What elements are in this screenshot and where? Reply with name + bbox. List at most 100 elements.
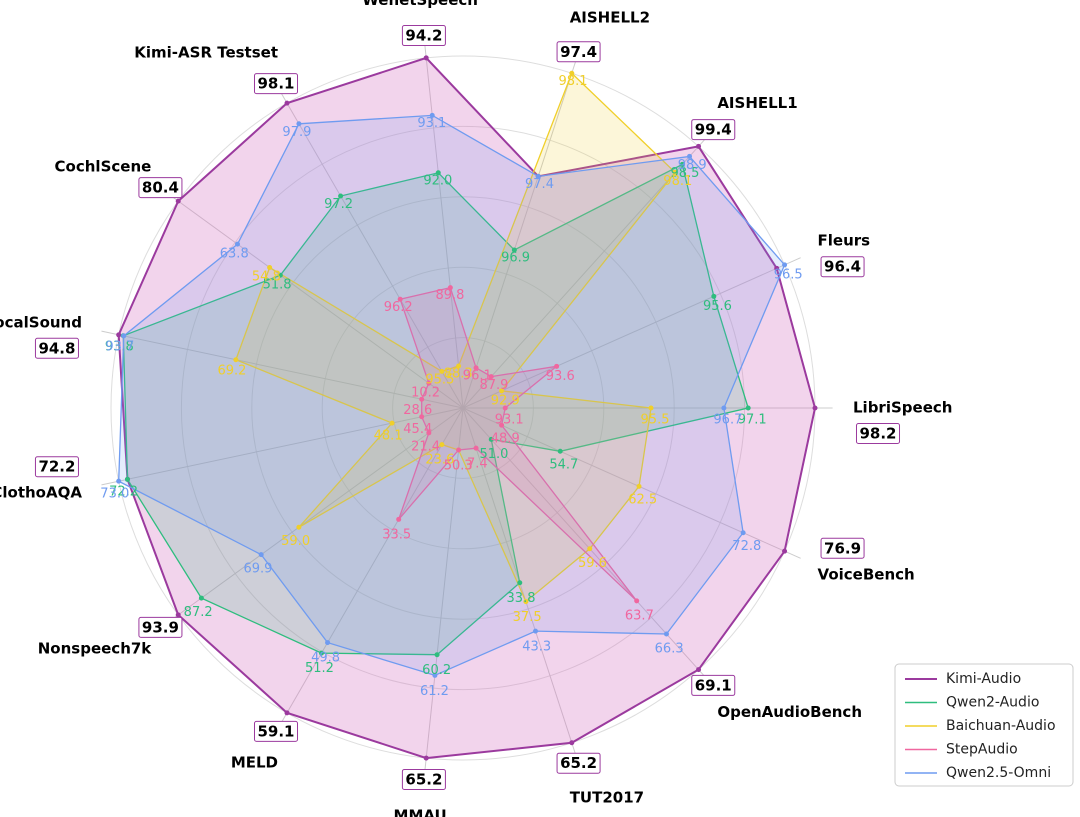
data-point <box>277 272 283 278</box>
data-point <box>435 170 441 176</box>
data-point <box>696 667 702 673</box>
spoke <box>101 407 464 486</box>
value-label: 97.1 <box>738 413 767 428</box>
data-point <box>447 285 453 291</box>
spoke <box>163 190 464 409</box>
kimi-value-label: 65.2 <box>560 754 597 772</box>
data-point <box>721 405 727 411</box>
value-label: 93.1 <box>417 116 446 131</box>
category-label: OpenAudioBench <box>717 703 862 721</box>
spoke <box>101 330 464 409</box>
label-box <box>855 423 901 444</box>
category-label: VocalSound <box>0 313 82 331</box>
data-point <box>267 264 273 270</box>
value-label: 69.9 <box>243 561 272 576</box>
legend-label: StepAudio <box>946 742 1018 758</box>
spoke <box>462 56 578 409</box>
data-point <box>296 121 302 127</box>
value-label: 54.7 <box>549 457 578 472</box>
data-point <box>473 445 479 451</box>
legend: Kimi-Audio Qwen2-Audio Baichuan-Audio StepA… <box>894 663 1074 787</box>
data-point <box>740 530 746 536</box>
value-label: 28.6 <box>403 403 432 418</box>
value-label: 59.0 <box>281 534 310 549</box>
data-point <box>569 740 575 746</box>
value-label: 87.2 <box>184 605 213 620</box>
category-label: Nonspeech7k <box>38 639 153 657</box>
value-label: 95.6 <box>703 299 732 314</box>
spoke <box>462 257 801 409</box>
data-point <box>711 293 717 299</box>
data-point <box>663 631 669 637</box>
value-label: 37.5 <box>513 610 542 625</box>
spoke <box>163 407 464 626</box>
data-point <box>488 436 494 442</box>
value-label: 66.3 <box>655 641 684 656</box>
data-point <box>419 396 425 402</box>
kimi-value-label: 65.2 <box>405 770 442 788</box>
data-point <box>533 628 539 634</box>
data-point <box>434 652 440 658</box>
data-point <box>745 405 751 411</box>
kimi-value-label: 97.4 <box>560 43 597 61</box>
value-label: 73.0 <box>100 487 129 502</box>
value-label: 23.6 <box>425 453 454 468</box>
kimi-value-label: 59.1 <box>257 722 294 740</box>
data-point <box>782 262 788 268</box>
data-point <box>429 112 435 118</box>
category-label: Fleurs <box>818 232 871 250</box>
value-label: 95.5 <box>641 413 670 428</box>
category-label: AISHELL2 <box>570 9 650 27</box>
category-label: ClothoAQA <box>0 484 82 502</box>
data-point <box>116 332 122 338</box>
value-label: 92.9 <box>491 394 520 409</box>
label-box <box>34 456 79 478</box>
category-label: Kimi-ASR Testset <box>134 43 278 61</box>
value-label: 96.5 <box>774 268 803 283</box>
value-label: 92.0 <box>423 173 452 188</box>
data-point <box>396 516 402 522</box>
kimi-value-label: 98.1 <box>257 75 294 93</box>
label-box <box>34 337 79 359</box>
data-point <box>517 580 523 586</box>
legend-label: Qwen2-Audio <box>946 695 1039 711</box>
value-label: 89.8 <box>435 288 464 303</box>
label-box <box>138 177 183 199</box>
value-label: 96.7 <box>713 413 742 428</box>
data-point <box>511 247 517 253</box>
data-point <box>456 363 462 369</box>
label-box <box>401 768 446 790</box>
value-label: 93.8 <box>105 339 134 354</box>
data-point <box>116 478 122 484</box>
value-label: 60.2 <box>422 663 451 678</box>
data-point <box>569 70 575 76</box>
kimi-value-label: 69.1 <box>695 676 732 694</box>
label-box <box>401 25 446 47</box>
value-label: 43.3 <box>522 639 551 654</box>
data-point <box>233 357 239 363</box>
value-label: 97.4 <box>525 177 554 192</box>
value-label: 87.9 <box>479 378 508 393</box>
data-point <box>389 420 395 426</box>
kimi-value-label: 98.2 <box>859 425 896 443</box>
data-point <box>198 595 204 601</box>
data-point <box>557 448 563 454</box>
kimi-value-label: 96.4 <box>824 258 861 276</box>
category-label: LibriSpeech <box>853 399 952 417</box>
kimi-value-label: 99.4 <box>695 121 732 139</box>
value-label: 45.4 <box>403 422 432 437</box>
data-point <box>397 296 403 302</box>
label-box <box>691 119 736 141</box>
data-point <box>696 143 702 149</box>
data-point <box>473 365 479 371</box>
data-point <box>672 169 678 175</box>
data-point <box>774 265 780 271</box>
grid <box>101 40 833 776</box>
kimi-value-label: 76.9 <box>824 539 861 557</box>
category-label: MELD <box>231 754 278 772</box>
category-label: AISHELL1 <box>717 94 797 112</box>
data-point <box>687 153 693 159</box>
data-point <box>439 442 445 448</box>
category-label: TUT2017 <box>570 788 644 806</box>
